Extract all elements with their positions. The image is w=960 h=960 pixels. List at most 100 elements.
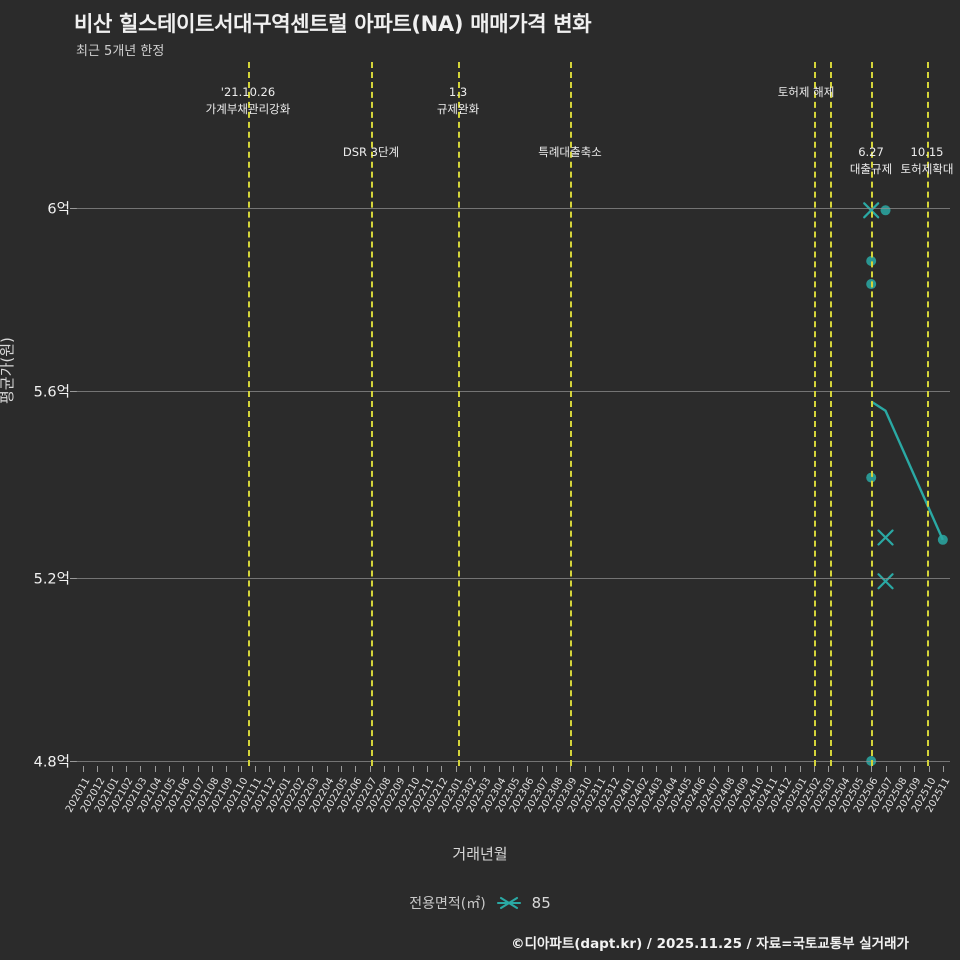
x-axis-tick-mark: [455, 766, 457, 772]
gridline: [76, 208, 950, 209]
x-axis-tick-mark: [140, 766, 142, 772]
x-axis-tick-mark: [326, 766, 328, 772]
event-annotation: 10.15 토허제확대: [901, 144, 954, 178]
plot-area: '21.10.26 가계부채관리강화 DSR 3단계 1.3 규제완화 특례대출축소 토허제…: [76, 62, 953, 766]
x-axis-tick-mark: [126, 766, 128, 772]
x-axis-tick-mark: [197, 766, 199, 772]
x-axis-tick-mark: [427, 766, 429, 772]
x-axis-tick-mark: [212, 766, 214, 772]
x-axis-tick-mark: [555, 766, 557, 772]
x-axis-tick-mark: [183, 766, 185, 772]
x-axis-tick-mark: [111, 766, 113, 772]
y-axis-title: 평균가(원): [0, 337, 16, 404]
x-axis-tick-mark: [169, 766, 171, 772]
event-annotation-label: 특례대출축소: [538, 145, 602, 159]
x-axis-tick-mark: [97, 766, 99, 772]
footer: ©디아파트(dapt.kr) / 2025.11.25 / 자료=국토교통부 실…: [0, 932, 960, 952]
page-title: 비산 힐스테이트서대구역센트럴 아파트(NA) 매매가격 변화: [74, 12, 592, 36]
gridline: [76, 761, 950, 762]
data-point-circle-marker: [880, 205, 891, 216]
x-axis-tick-mark: [885, 766, 887, 772]
x-axis: 202011 202012 202101 202102 202103 202104 2021…: [64, 766, 952, 836]
x-axis-tick-mark: [627, 766, 629, 772]
x-axis-tick-mark: [398, 766, 400, 772]
x-axis-tick-mark: [598, 766, 600, 772]
y-axis-tick-label: 5.6억: [33, 384, 70, 401]
x-axis-tick-mark: [842, 766, 844, 772]
x-axis-tick-mark: [154, 766, 156, 772]
data-point-x-marker: [877, 573, 894, 590]
x-axis-tick-mark: [269, 766, 271, 772]
gridline: [76, 391, 950, 392]
x-axis-tick-mark: [341, 766, 343, 772]
x-axis-tick-mark: [484, 766, 486, 772]
x-axis-tick-mark: [470, 766, 472, 772]
x-axis-tick-mark: [255, 766, 257, 772]
data-point-x-marker: [877, 529, 894, 546]
event-annotation: 토허제 해제: [778, 84, 835, 101]
x-axis-tick-mark: [684, 766, 686, 772]
event-annotation-date: 1.3: [448, 85, 468, 99]
x-axis-tick-mark: [412, 766, 414, 772]
x-axis-tick-mark: [312, 766, 314, 772]
x-axis-tick-mark: [613, 766, 615, 772]
event-annotation-label: 규제완화: [436, 102, 480, 116]
x-axis-tick-mark: [513, 766, 514, 772]
event-annotation-date: 10.15: [910, 145, 944, 159]
event-annotation-date: '21.10.26: [220, 85, 276, 99]
event-vline: [927, 62, 929, 766]
x-axis-tick-mark: [942, 766, 944, 772]
x-axis-tick-mark: [498, 766, 500, 772]
x-axis-tick-mark: [670, 766, 672, 772]
legend: 전용면적(㎡) 85: [0, 893, 960, 913]
x-axis-tick-mark: [742, 766, 744, 772]
x-axis-tick-mark: [298, 766, 300, 772]
series-layer: [863, 202, 948, 766]
y-axis-tick-label: 5.2억: [33, 571, 70, 588]
event-vline: [814, 62, 816, 766]
event-annotation-label: DSR 3단계: [342, 145, 400, 159]
x-axis-tick-mark: [756, 766, 758, 772]
x-axis-tick-mark: [656, 766, 658, 772]
data-point-circle-marker: [937, 534, 948, 545]
x-axis-tick-mark: [813, 766, 815, 772]
gridline: [76, 578, 950, 579]
event-annotation-label: 토허제 해제: [777, 85, 835, 99]
x-axis-tick-mark: [226, 766, 228, 772]
event-annotation: 6.27 대출규제: [850, 144, 892, 178]
x-axis-tick-mark: [384, 766, 386, 772]
y-axis-tick-mark: [70, 391, 77, 392]
y-axis: 6억 5.6억 5.2억 4.8억: [0, 62, 77, 771]
event-vline: [458, 62, 460, 766]
footer-text: ©디아파트(dapt.kr) / 2025.11.25 / 자료=국토교통부 실…: [511, 936, 909, 952]
x-axis-tick-mark: [527, 766, 529, 772]
chart-subtitle: 최근 5개년 한정: [76, 44, 165, 59]
event-vline: [830, 62, 832, 766]
x-axis-tick-mark: [283, 766, 285, 772]
event-vline: [570, 62, 572, 766]
event-vline: [248, 62, 250, 766]
x-axis-tick-mark: [899, 766, 901, 772]
event-annotation-label: 대출규제: [849, 162, 893, 176]
series-line: [870, 400, 944, 541]
event-vline: [371, 62, 373, 766]
x-axis-tick-mark: [914, 766, 916, 772]
x-axis-tick-mark: [770, 766, 772, 772]
x-axis-tick-mark: [641, 766, 643, 772]
x-axis-title: 거래년월: [452, 845, 508, 863]
event-annotation: '21.10.26 가계부채관리강화: [206, 84, 291, 118]
x-axis-tick-mark: [570, 766, 572, 772]
y-axis-tick-mark: [70, 208, 77, 209]
x-axis-tick-mark: [785, 766, 787, 772]
x-axis-tick-mark: [799, 766, 801, 772]
x-axis-tick-mark: [699, 766, 701, 772]
event-annotation: DSR 3단계: [343, 144, 399, 161]
x-axis-tick-mark: [541, 766, 543, 772]
legend-value: 85: [531, 894, 551, 912]
x-axis-tick-mark: [441, 766, 443, 772]
y-axis-tick-label: 4.8억: [33, 754, 70, 771]
x-axis-tick-mark: [240, 766, 242, 772]
x-axis-tick-mark: [369, 766, 371, 772]
event-annotation-label: 토허제확대: [900, 162, 954, 176]
